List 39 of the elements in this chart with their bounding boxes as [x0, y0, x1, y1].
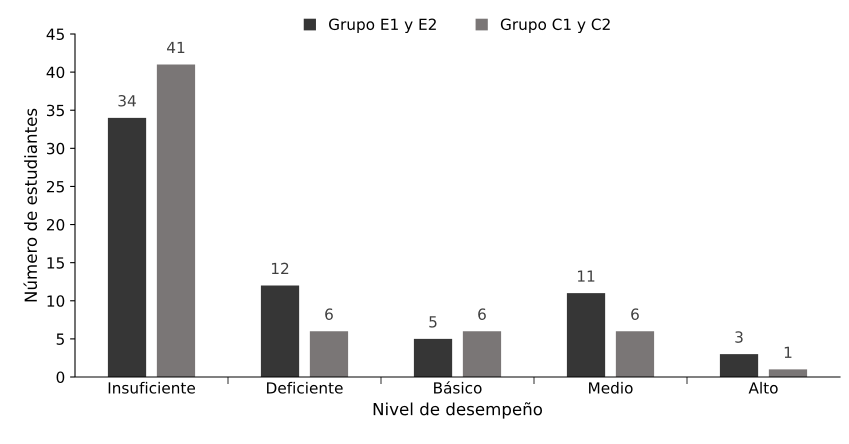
x-tick-label: Alto: [748, 382, 778, 394]
data-label: 5: [429, 316, 437, 328]
data-label: 34: [118, 94, 136, 107]
y-tick-label: 5: [56, 334, 64, 345]
bar: [616, 331, 654, 377]
y-axis-title: Número de estudiantes: [23, 108, 38, 302]
data-label: 1: [784, 346, 792, 358]
bar: [260, 286, 300, 377]
bar: [768, 369, 808, 377]
data-label: 6: [478, 308, 486, 320]
x-tick-label: Deficiente: [267, 382, 343, 394]
bar: [108, 118, 146, 377]
y-tick-label: 10: [48, 295, 64, 307]
data-label: 6: [325, 308, 333, 320]
x-tick-label: Insuficiente: [108, 382, 195, 394]
bar: [720, 354, 758, 377]
bar: [462, 331, 502, 377]
bar: [156, 64, 196, 377]
x-tick-label: Básico: [434, 381, 482, 394]
data-label: 12: [272, 262, 288, 274]
y-tick-label: 45: [46, 28, 64, 40]
bar: [566, 293, 606, 377]
bar: [310, 331, 348, 377]
y-tick-label: 0: [56, 371, 64, 384]
x-tick-label: Medio: [589, 382, 633, 394]
data-label: 41: [167, 42, 184, 53]
legend-label: Grupo C1 y C2: [500, 18, 610, 34]
data-label: 11: [578, 270, 594, 282]
y-tick-label: 40: [46, 66, 64, 78]
y-tick-label: 20: [46, 219, 64, 231]
legend-label: Grupo E1 y E2: [329, 18, 436, 34]
bar: [414, 338, 452, 377]
y-tick-label: 35: [47, 104, 64, 116]
data-label: 3: [735, 331, 743, 343]
data-label: 6: [631, 308, 639, 320]
y-tick-label: 25: [46, 180, 64, 192]
y-tick-label: 30: [47, 142, 64, 154]
x-axis-title: Nivel de desempeño: [374, 402, 542, 419]
y-tick-label: 15: [48, 257, 64, 269]
